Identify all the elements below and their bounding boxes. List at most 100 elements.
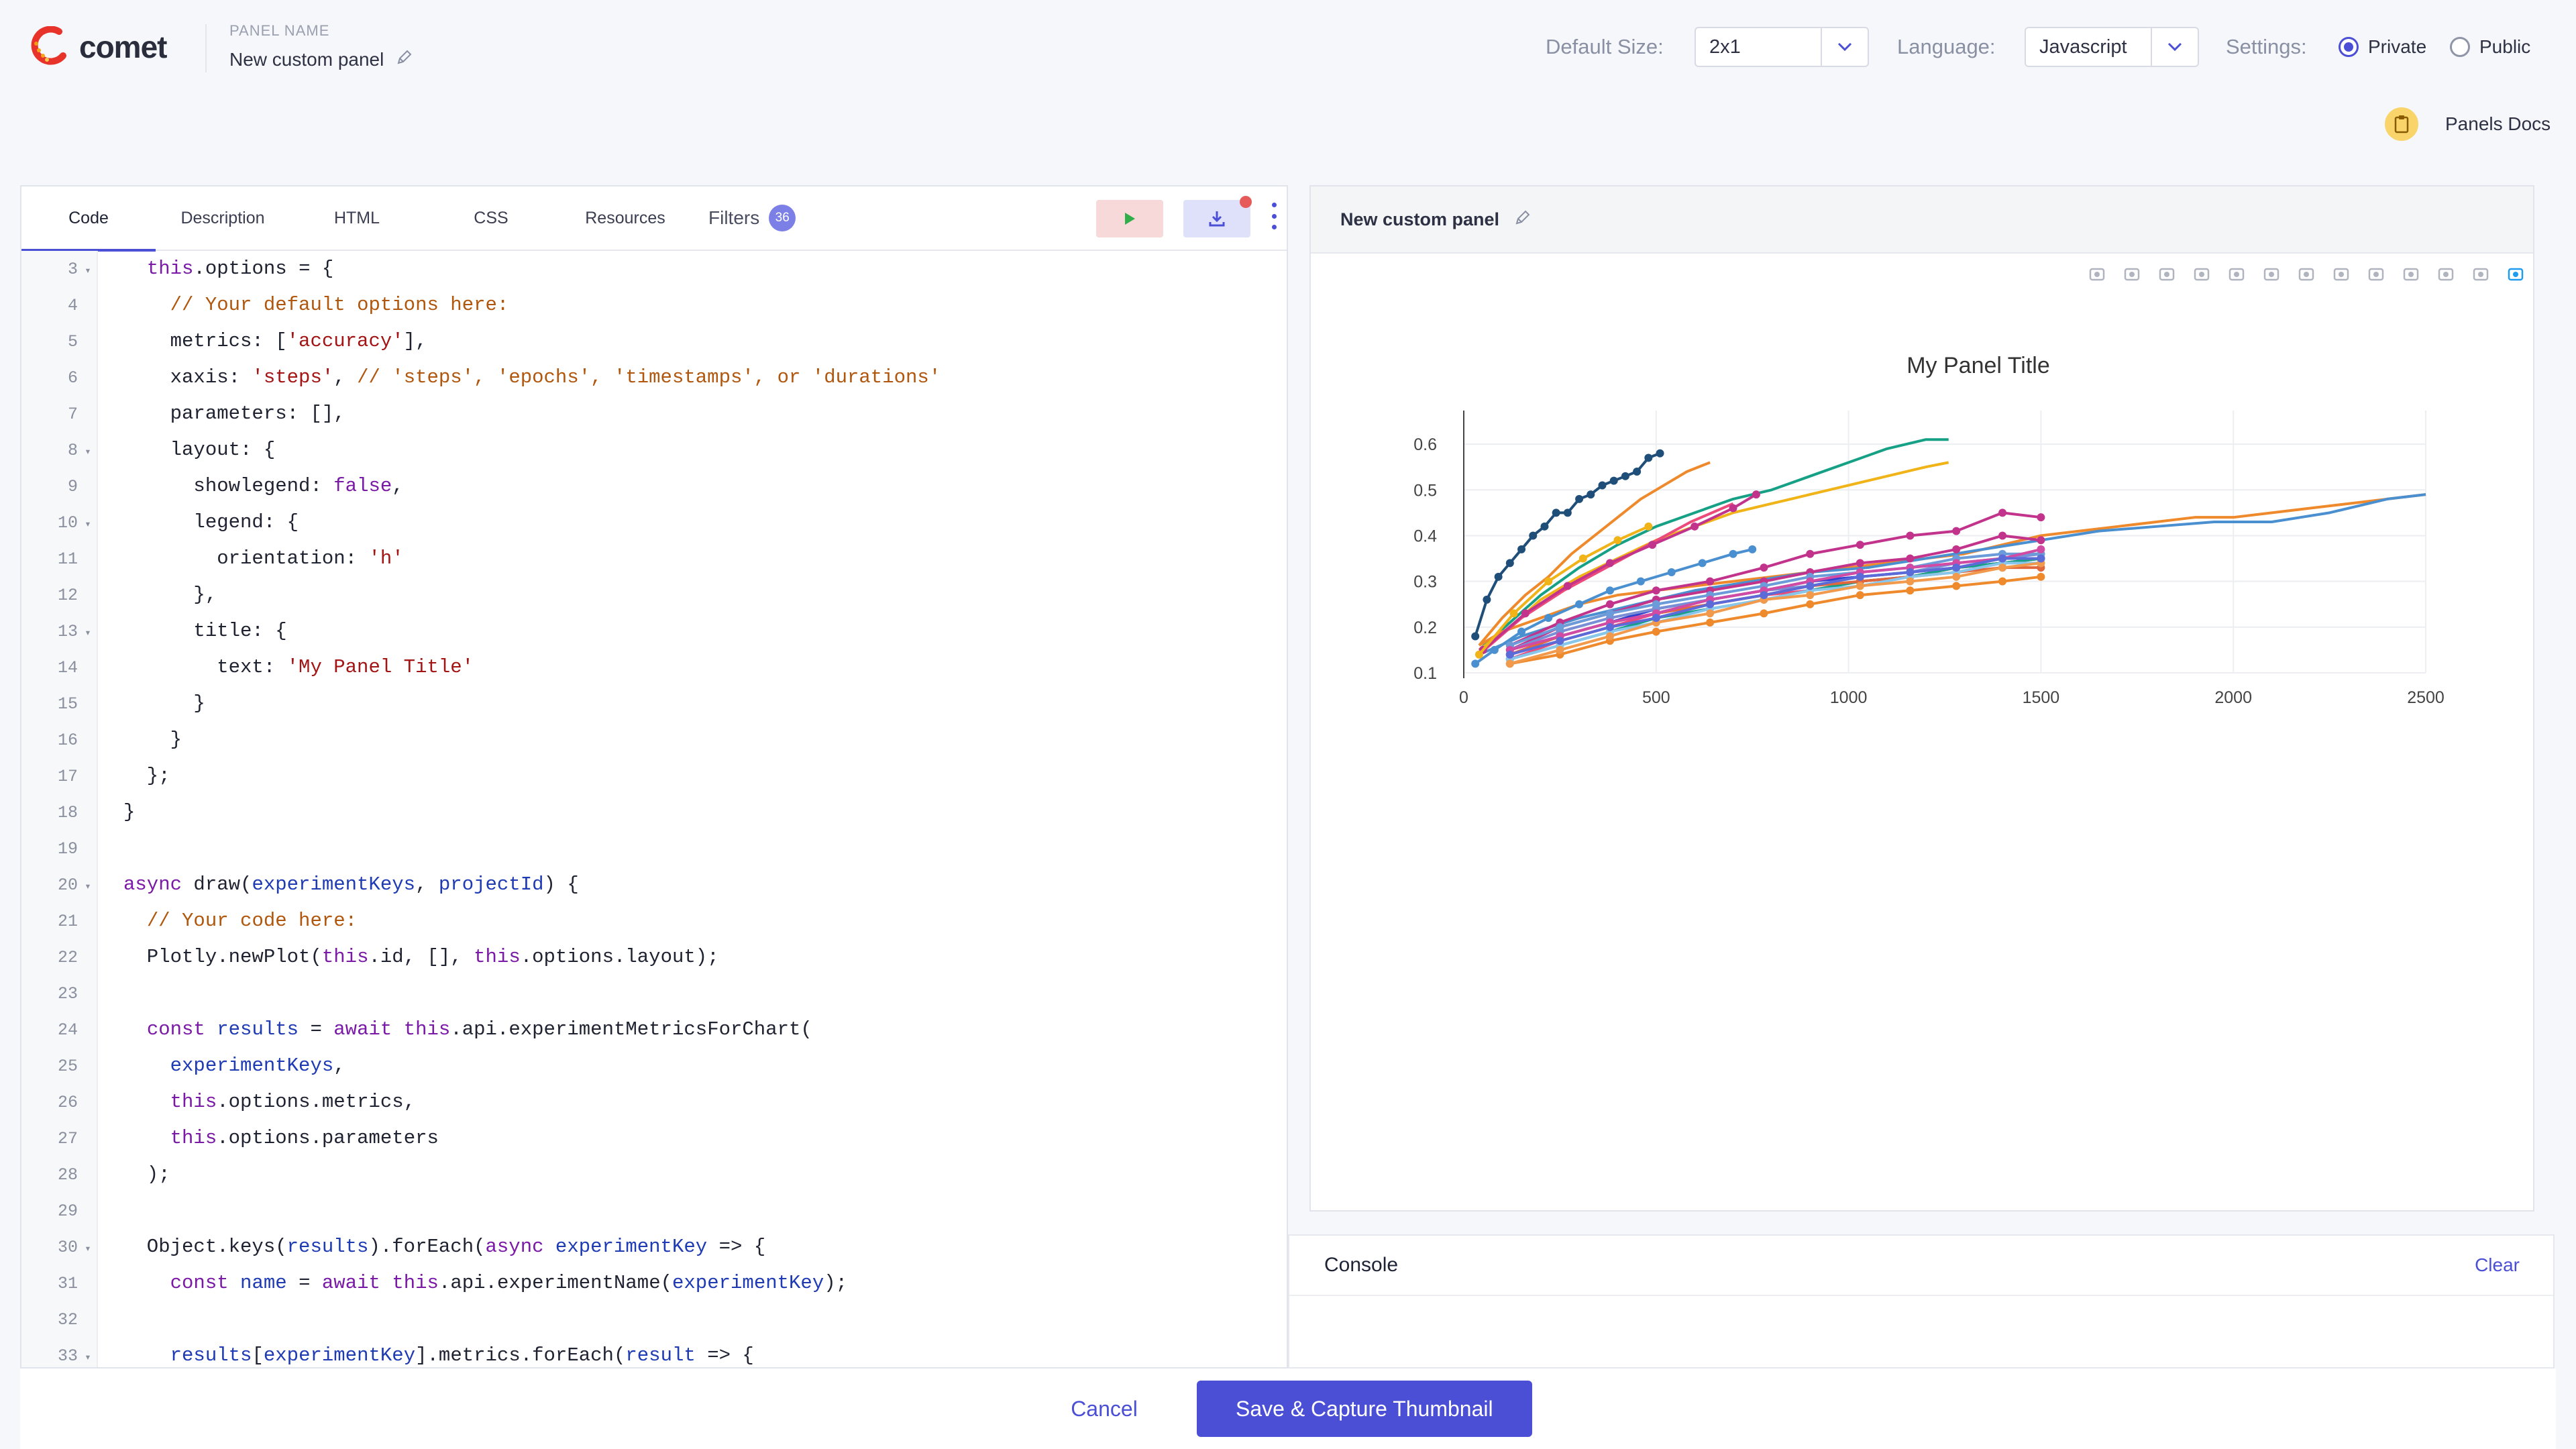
code-text[interactable]: }; bbox=[123, 765, 170, 787]
tab-html[interactable]: HTML bbox=[333, 209, 380, 227]
code-line[interactable]: 19 bbox=[21, 830, 1287, 867]
code-line[interactable]: 4 // Your default options here: bbox=[21, 287, 1287, 323]
code-line[interactable]: 32 bbox=[21, 1301, 1287, 1338]
code-line[interactable]: 21 // Your code here: bbox=[21, 903, 1287, 939]
cancel-button[interactable]: Cancel bbox=[1071, 1396, 1138, 1421]
code-text[interactable]: legend: { bbox=[123, 511, 299, 533]
spike-lines-icon[interactable] bbox=[2400, 264, 2422, 285]
save-capture-thumbnail-button[interactable]: Save & Capture Thumbnail bbox=[1196, 1381, 1532, 1437]
hover-closest-icon[interactable] bbox=[2435, 264, 2457, 285]
edit-pencil-icon[interactable] bbox=[1514, 209, 1532, 231]
download-button[interactable] bbox=[1183, 196, 1252, 237]
panel-name-value[interactable]: New custom panel bbox=[229, 48, 384, 70]
pan-icon[interactable] bbox=[2156, 264, 2178, 285]
zoom-out-icon[interactable] bbox=[2296, 264, 2317, 285]
fold-arrow-icon[interactable]: ▾ bbox=[85, 446, 91, 458]
hover-compare-icon[interactable] bbox=[2470, 264, 2491, 285]
code-text[interactable]: showlegend: false, bbox=[123, 475, 404, 497]
zoom-icon[interactable] bbox=[2121, 264, 2143, 285]
code-line[interactable]: 24 const results = await this.api.experi… bbox=[21, 1012, 1287, 1048]
tab-description[interactable]: Description bbox=[180, 209, 265, 227]
code-line[interactable]: 31 const name = await this.api.experimen… bbox=[21, 1265, 1287, 1301]
public-radio[interactable]: Public bbox=[2450, 36, 2530, 58]
code-text[interactable]: text: 'My Panel Title' bbox=[123, 656, 474, 678]
code-line[interactable]: 14 text: 'My Panel Title' bbox=[21, 649, 1287, 686]
code-line[interactable]: 12 }, bbox=[21, 577, 1287, 613]
code-line[interactable]: 7 parameters: [], bbox=[21, 396, 1287, 432]
code-text[interactable]: this.options.metrics, bbox=[170, 1091, 416, 1113]
language-select[interactable]: Javascript bbox=[2025, 27, 2199, 67]
code-text[interactable]: ); bbox=[123, 1163, 170, 1185]
fold-arrow-icon[interactable]: ▾ bbox=[85, 1243, 91, 1255]
code-text[interactable]: title: { bbox=[123, 620, 287, 642]
plotly-logo-icon[interactable] bbox=[2505, 264, 2526, 285]
code-text[interactable]: results[experimentKey].metrics.forEach(r… bbox=[170, 1344, 754, 1366]
code-line[interactable]: 25 experimentKeys, bbox=[21, 1048, 1287, 1084]
code-text[interactable]: Plotly.newPlot(this.id, [], this.options… bbox=[123, 946, 719, 968]
line-chart[interactable]: My Panel Title 0 500 1000 1500 2000 2500 0.1 0.2… bbox=[1311, 294, 2533, 844]
code-line[interactable]: 15 } bbox=[21, 686, 1287, 722]
panels-docs-link[interactable]: Panels Docs bbox=[2385, 107, 2551, 141]
code-text[interactable]: // Your default options here: bbox=[170, 294, 509, 316]
code-line[interactable]: 5 metrics: ['accuracy'], bbox=[21, 323, 1287, 360]
code-line[interactable]: 3 ▾ this.options = { bbox=[21, 251, 1287, 287]
code-line[interactable]: 8 ▾ layout: { bbox=[21, 432, 1287, 468]
code-text[interactable]: xaxis: 'steps', // 'steps', 'epochs', 't… bbox=[123, 366, 941, 388]
edit-pencil-icon[interactable] bbox=[396, 48, 413, 70]
code-line[interactable]: 10 ▾ legend: { bbox=[21, 504, 1287, 541]
code-line[interactable]: 9 showlegend: false, bbox=[21, 468, 1287, 504]
code-line[interactable]: 18} bbox=[21, 794, 1287, 830]
fold-arrow-icon[interactable]: ▾ bbox=[85, 627, 91, 639]
code-line[interactable]: 11 orientation: 'h' bbox=[21, 541, 1287, 577]
code-line[interactable]: 29 bbox=[21, 1193, 1287, 1229]
tab-resources[interactable]: Resources bbox=[585, 209, 665, 227]
code-line[interactable]: 27 this.options.parameters bbox=[21, 1120, 1287, 1157]
code-text[interactable]: }, bbox=[123, 584, 217, 606]
fold-arrow-icon[interactable]: ▾ bbox=[85, 265, 91, 277]
code-text[interactable]: } bbox=[123, 692, 205, 714]
console-clear-button[interactable]: Clear bbox=[2475, 1254, 2520, 1275]
code-text[interactable]: this.options = { bbox=[146, 258, 334, 280]
code-line[interactable]: 26 this.options.metrics, bbox=[21, 1084, 1287, 1120]
code-text[interactable]: async draw(experimentKeys, projectId) { bbox=[123, 873, 579, 896]
code-text[interactable]: } bbox=[123, 801, 136, 823]
code-text[interactable]: layout: { bbox=[123, 439, 276, 461]
code-text[interactable]: parameters: [], bbox=[123, 402, 345, 425]
private-radio[interactable]: Private bbox=[2339, 36, 2426, 58]
fold-arrow-icon[interactable]: ▾ bbox=[85, 881, 91, 893]
code-line[interactable]: 17 }; bbox=[21, 758, 1287, 794]
comet-logo[interactable]: comet bbox=[30, 20, 177, 74]
reset-axes-icon[interactable] bbox=[2365, 264, 2387, 285]
code-text[interactable]: } bbox=[123, 729, 182, 751]
code-text[interactable]: this.options.parameters bbox=[170, 1127, 439, 1149]
autoscale-icon[interactable] bbox=[2330, 264, 2352, 285]
radio-selected-icon[interactable] bbox=[2339, 37, 2359, 57]
code-line[interactable]: 28 ); bbox=[21, 1157, 1287, 1193]
camera-icon[interactable] bbox=[2086, 264, 2108, 285]
fold-arrow-icon[interactable]: ▾ bbox=[85, 1352, 91, 1364]
code-text[interactable]: metrics: ['accuracy'], bbox=[123, 330, 427, 352]
code-line[interactable]: 13 ▾ title: { bbox=[21, 613, 1287, 649]
code-text[interactable]: Object.keys(results).forEach(async exper… bbox=[123, 1236, 766, 1258]
code-text[interactable]: const results = await this.api.experimen… bbox=[146, 1018, 812, 1040]
code-text[interactable]: orientation: 'h' bbox=[123, 547, 404, 570]
code-line[interactable]: 6 xaxis: 'steps', // 'steps', 'epochs', … bbox=[21, 360, 1287, 396]
code-line[interactable]: 20 ▾ async draw(experimentKeys, projectId)… bbox=[21, 867, 1287, 903]
code-line[interactable]: 22 Plotly.newPlot(this.id, [], this.opti… bbox=[21, 939, 1287, 975]
code-area[interactable]: 3 ▾ this.options = {4 // Your default opt… bbox=[21, 251, 1287, 1367]
lasso-icon[interactable] bbox=[2226, 264, 2247, 285]
tab-css[interactable]: CSS bbox=[474, 209, 508, 227]
code-text[interactable]: // Your code here: bbox=[146, 910, 358, 932]
code-line[interactable]: 23 bbox=[21, 975, 1287, 1012]
code-line[interactable]: 16 } bbox=[21, 722, 1287, 758]
default-size-select[interactable]: 2x1 bbox=[1695, 27, 1869, 67]
box-select-icon[interactable] bbox=[2191, 264, 2212, 285]
code-text[interactable]: experimentKeys, bbox=[170, 1055, 345, 1077]
tab-filters[interactable]: Filters 36 bbox=[708, 205, 796, 231]
more-options-icon[interactable] bbox=[1271, 203, 1277, 229]
code-line[interactable]: 33 ▾ results[experimentKey].metrics.forEa… bbox=[21, 1338, 1287, 1367]
panel-name[interactable]: New custom panel bbox=[229, 48, 413, 70]
radio-unselected-icon[interactable] bbox=[2450, 37, 2470, 57]
tab-code[interactable]: Code bbox=[21, 186, 156, 252]
run-button[interactable] bbox=[1096, 200, 1163, 237]
